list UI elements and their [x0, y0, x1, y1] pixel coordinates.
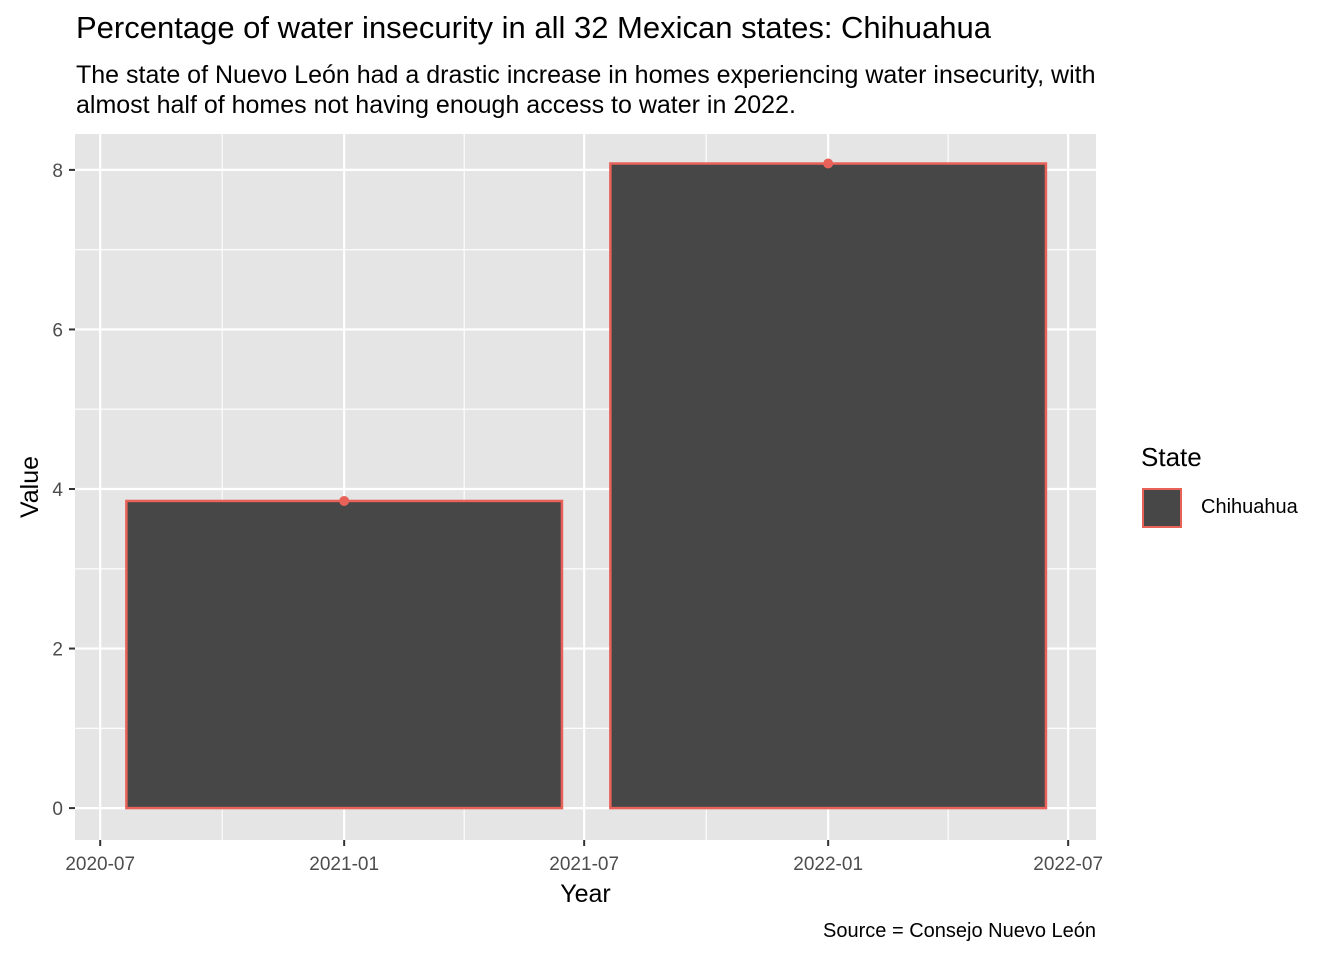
x-axis-title: Year [560, 880, 611, 908]
bar [609, 162, 1048, 810]
x-tick-label: 2021-01 [309, 854, 379, 875]
x-tick-label: 2021-07 [549, 854, 619, 875]
data-point [339, 495, 350, 506]
chart-title: Percentage of water insecurity in all 32… [76, 10, 991, 45]
y-axis-title: Value [16, 456, 44, 518]
chart-subtitle: The state of Nuevo León had a drastic in… [76, 61, 1096, 119]
x-tick-label: 2020-07 [65, 854, 135, 875]
bar [125, 499, 564, 810]
y-tick-label: 8 [52, 161, 63, 182]
legend-key-chihuahua [1142, 488, 1182, 528]
legend-label-chihuahua: Chihuahua [1201, 496, 1298, 518]
x-tick-label: 2022-07 [1033, 854, 1103, 875]
y-tick-label: 4 [52, 480, 63, 501]
chart-caption: Source = Consejo Nuevo León [823, 920, 1096, 942]
y-tick-label: 6 [52, 320, 63, 341]
data-point [823, 158, 834, 169]
x-tick-label: 2022-01 [793, 854, 863, 875]
y-tick-label: 0 [52, 799, 63, 820]
legend-title: State [1141, 442, 1202, 472]
y-tick-label: 2 [52, 640, 63, 661]
